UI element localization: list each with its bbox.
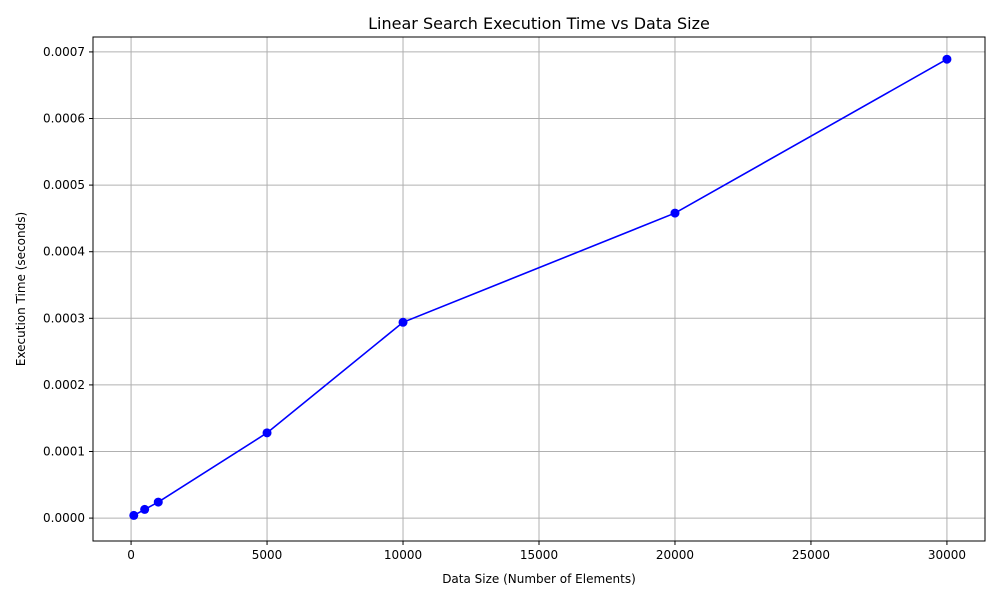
x-tick-label: 15000	[520, 548, 558, 562]
x-tick-label: 5000	[252, 548, 283, 562]
data-point	[129, 510, 139, 520]
y-tick-label: 0.0006	[43, 112, 85, 126]
data-point	[670, 208, 680, 218]
y-tick-label: 0.0003	[43, 311, 85, 325]
data-point	[942, 54, 952, 64]
y-tick-label: 0.0005	[43, 178, 85, 192]
y-axis-label: Execution Time (seconds)	[14, 212, 28, 366]
x-axis-ticks: 0 5000 10000 15000 20000 25000 30000	[127, 541, 966, 562]
grid-lines	[93, 37, 985, 541]
x-tick-label: 0	[127, 548, 135, 562]
y-tick-label: 0.0007	[43, 45, 85, 59]
data-point	[140, 504, 150, 514]
series-markers	[129, 54, 952, 520]
y-tick-label: 0.0002	[43, 378, 85, 392]
x-tick-label: 20000	[656, 548, 694, 562]
series-lines	[133, 58, 948, 517]
x-axis-label: Data Size (Number of Elements)	[442, 572, 636, 586]
series-line	[133, 58, 948, 517]
y-axis-ticks: 0.0000 0.0001 0.0002 0.0003 0.0004 0.0005 0.00…	[43, 45, 93, 525]
y-tick-label: 0.0000	[43, 511, 85, 525]
y-tick-label: 0.0004	[43, 245, 85, 259]
x-tick-label: 30000	[928, 548, 966, 562]
y-tick-label: 0.0001	[43, 444, 85, 458]
data-point	[398, 317, 408, 327]
chart-title: Linear Search Execution Time vs Data Siz…	[368, 14, 710, 33]
data-point	[262, 428, 272, 438]
data-point	[153, 497, 163, 507]
x-tick-label: 25000	[792, 548, 830, 562]
x-tick-label: 10000	[384, 548, 422, 562]
